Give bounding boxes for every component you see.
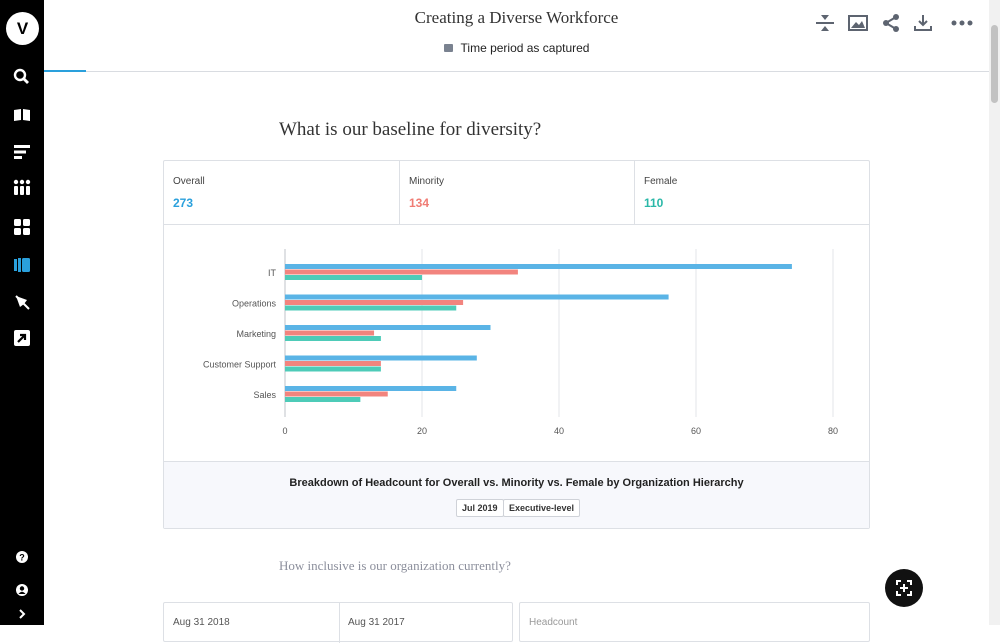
sidebar: V ? <box>0 0 44 625</box>
kpi-female[interactable]: Female 110 <box>635 161 869 225</box>
apps-icon[interactable] <box>12 178 32 198</box>
bar-minority <box>285 361 381 366</box>
bar-minority <box>285 330 375 336</box>
bar-female <box>285 336 381 341</box>
kpi-overall[interactable]: Overall 273 <box>164 161 400 225</box>
time-period-selector[interactable]: Time period as captured <box>44 41 989 55</box>
x-tick-label: 20 <box>417 426 427 436</box>
tag-level[interactable]: Executive-level <box>503 499 581 517</box>
category-label: Operations <box>232 299 277 309</box>
x-tick-label: 60 <box>691 426 701 436</box>
bar-overall <box>285 264 792 269</box>
bar-overall <box>285 355 477 361</box>
bar-female <box>285 305 457 311</box>
app-logo[interactable]: V <box>6 12 39 45</box>
bar-female <box>285 275 422 280</box>
bar-minority <box>285 300 464 305</box>
bar-female <box>285 397 361 402</box>
baseline-card: Overall 273 Minority 134 Female 110 0 20 4… <box>163 160 870 529</box>
bar-female <box>285 366 381 372</box>
kpi-minority[interactable]: Minority 134 <box>400 161 635 225</box>
page-title: Creating a Diverse Workforce <box>414 8 619 27</box>
date-column-label: Aug 31 2018 <box>173 617 230 628</box>
kpi-label: Female <box>644 176 678 187</box>
export-icon[interactable] <box>12 328 32 348</box>
kpi-value: 110 <box>644 196 664 210</box>
category-label: IT <box>268 268 277 278</box>
share-icon[interactable] <box>880 12 902 34</box>
x-tick-label: 0 <box>282 426 287 436</box>
scrollbar[interactable] <box>989 0 1000 625</box>
date-comparison-card: Aug 31 2018 Aug 31 2017 <box>163 602 513 643</box>
chart-caption: Breakdown of Headcount for Overall vs. M… <box>289 477 744 489</box>
more-icon[interactable] <box>950 12 974 34</box>
pen-icon[interactable] <box>12 292 32 312</box>
search-icon[interactable] <box>12 67 32 87</box>
tag-period[interactable]: Jul 2019 <box>456 499 504 517</box>
time-period-label: Time period as captured <box>460 41 590 55</box>
kpi-label: Overall <box>173 176 205 187</box>
dashboard-icon[interactable] <box>12 217 32 237</box>
stack-icon[interactable] <box>12 255 32 275</box>
bar-overall <box>285 325 491 330</box>
kpi-label: Minority <box>409 176 445 187</box>
fullscreen-button[interactable] <box>885 569 923 607</box>
bar-chart-svg: 0 20 40 60 80 IT Operations Marketing Customer S… <box>203 249 838 436</box>
header: Creating a Diverse Workforce Time period… <box>44 0 989 72</box>
section-title: What is our baseline for diversity? <box>279 119 542 140</box>
book-icon[interactable] <box>12 105 32 125</box>
chart-footer: Breakdown of Headcount for Overall vs. M… <box>164 461 869 528</box>
calendar-icon <box>443 44 453 52</box>
headcount-card: Headcount <box>519 602 870 642</box>
active-tab-indicator <box>44 70 86 72</box>
section-title: How inclusive is our organization curren… <box>279 558 511 573</box>
svg-text:?: ? <box>19 553 25 563</box>
x-tick-label: 40 <box>554 426 564 436</box>
kpi-value: 134 <box>409 196 430 210</box>
category-label: Marketing <box>236 329 276 339</box>
bar-minority <box>285 391 388 397</box>
scrollbar-thumb[interactable] <box>991 25 998 103</box>
divider <box>339 603 340 643</box>
x-tick-label: 80 <box>828 426 838 436</box>
headcount-label: Headcount <box>529 617 578 628</box>
bar-overall <box>285 294 669 300</box>
image-icon[interactable] <box>847 12 869 34</box>
category-label: Customer Support <box>203 360 277 370</box>
download-icon[interactable] <box>912 12 934 34</box>
category-label: Sales <box>253 390 276 400</box>
list-icon[interactable] <box>12 142 32 162</box>
collapse-icon[interactable] <box>814 12 836 34</box>
user-icon[interactable] <box>15 583 29 597</box>
headcount-chart: 0 20 40 60 80 IT Operations Marketing Customer S… <box>164 225 869 461</box>
question-icon[interactable]: ? <box>15 550 29 564</box>
chevron-right-icon[interactable] <box>16 607 28 621</box>
bar-minority <box>285 269 518 275</box>
fullscreen-icon <box>896 580 912 596</box>
bar-overall <box>285 386 457 391</box>
kpi-value: 273 <box>173 196 194 210</box>
date-column-label: Aug 31 2017 <box>348 617 405 628</box>
